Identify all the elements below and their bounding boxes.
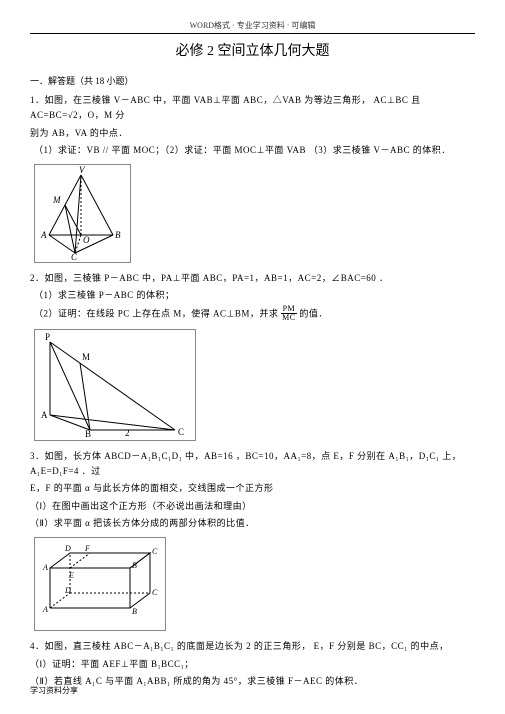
q3-line3: （Ⅰ）在图中画出这个正方形（不必说出画法和理由）: [30, 499, 475, 514]
label-p: P: [45, 332, 50, 342]
q4-line1: 4．如图，直三棱柱 ABC－A₁B₁C₁ 的底面是边长为 2 的正三角形， E，…: [30, 639, 475, 654]
label-e: E: [68, 571, 74, 580]
label-c1: C: [152, 547, 158, 556]
label-c: C: [71, 252, 78, 260]
q3-figure: D F C A E B D C A B: [34, 537, 166, 631]
q2-line3: （2）证明：在线段 PC 上存在点 M，使得 AC⊥BM，并求 PM MC 的值…: [34, 306, 475, 323]
label-a: A: [41, 410, 48, 420]
q2-line3-pre: （2）证明：在线段 PC 上存在点 M，使得 AC⊥BM，并求: [34, 308, 278, 318]
label-2: 2: [125, 428, 130, 438]
q3-line4: （Ⅱ）求平面 α 把该长方体分成的两部分体积的比值．: [30, 516, 475, 531]
q2-line1: 2．如图，三棱锥 P－ABC 中，PA⊥平面 ABC，PA=1，AB=1，AC=…: [30, 271, 475, 286]
label-b: B: [132, 607, 137, 616]
section-heading: 一．解答题（共 18 小题）: [30, 74, 475, 87]
fraction-icon: PM MC: [281, 305, 296, 322]
label-b: B: [115, 230, 121, 240]
label-d: D: [64, 586, 71, 595]
q4-line3: （Ⅱ）若直线 A₁C 与平面 A₁ABB₁ 所成的角为 45°，求三棱锥 F－A…: [30, 674, 475, 689]
q4-line2: （Ⅰ）证明：平面 AEF⊥平面 B₁BCC₁；: [30, 657, 475, 672]
label-v: V: [79, 165, 86, 175]
label-c: C: [178, 427, 184, 437]
frac-den: MC: [281, 314, 296, 322]
q1-figure: V M A B O C: [34, 164, 131, 263]
header-note: WORD格式 · 专业学习资料 · 可编辑: [30, 20, 475, 31]
page-title: 必修 2 空间立体几何大题: [30, 40, 475, 60]
q1-line1: 1．如图，在三棱锥 V－ABC 中，平面 VAB⊥平面 ABC，△VAB 为等边…: [30, 93, 475, 124]
label-d1: D: [64, 544, 71, 553]
q3-line2: E，F 的平面 α 与此长方体的面相交，交线围成一个正方形: [30, 481, 475, 496]
header-rule: [30, 33, 475, 34]
q2-figure: P M A B C 2: [34, 329, 196, 441]
q1-line3: （1）求证：VB // 平面 MOC；（2）求证：平面 MOC⊥平面 VAB （…: [34, 143, 475, 158]
q1-line2: 别为 AB，VA 的中点．: [30, 126, 475, 141]
footer: 学习资料分享: [30, 685, 78, 696]
q3-line1: 3．如图，长方体 ABCD－A₁B₁C₁D₁ 中，AB=16 ，BC=10，AA…: [30, 449, 475, 480]
label-f: F: [84, 544, 90, 553]
label-c: C: [152, 588, 158, 597]
label-a: A: [40, 230, 47, 240]
label-a: A: [42, 605, 48, 614]
q2-line2: （1）求三棱锥 P－ABC 的体积；: [34, 288, 475, 303]
label-b: B: [85, 429, 91, 438]
label-m: M: [52, 195, 61, 205]
label-b1: B: [132, 561, 137, 570]
q2-line3-post: 的值．: [299, 308, 328, 318]
label-m: M: [82, 352, 90, 362]
label-a1: A: [42, 563, 48, 572]
label-o: O: [83, 235, 90, 245]
